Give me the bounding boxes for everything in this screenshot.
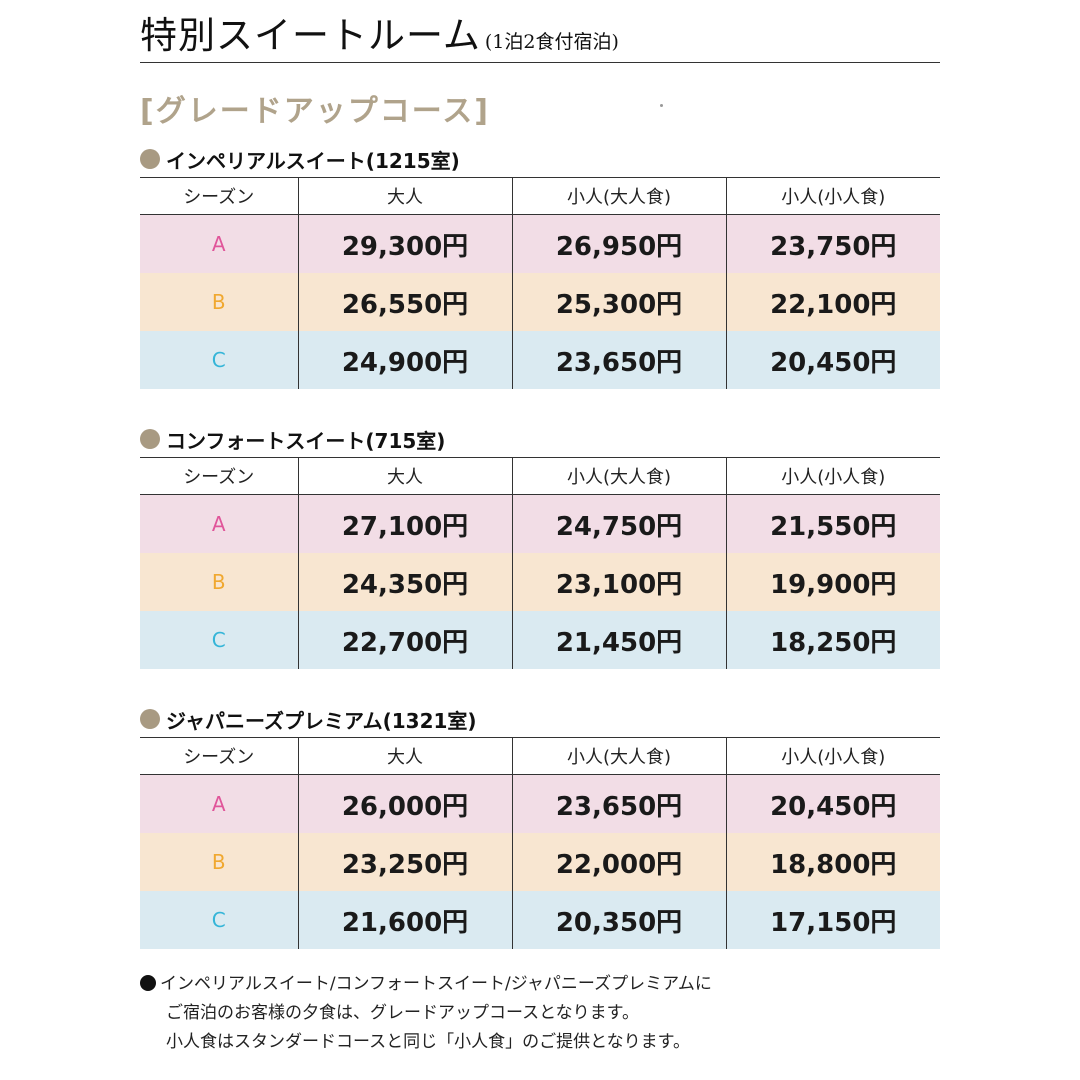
price-cell: 24,750円 [511,494,726,553]
season-label: C [211,908,226,932]
suite-title: インペリアルスイート(1215室) [140,141,940,177]
note-bullet-icon [140,975,156,991]
header-child-child-meal: 小人(小人食) [725,177,940,215]
price-cell: 29,300円 [297,214,512,273]
price-cell: 20,450円 [725,331,940,389]
price-table: シーズン 大人 小人(大人食) 小人(小人食) A 26,000円 23,650… [140,737,940,949]
note-text: インペリアルスイート/コンフォートスイート/ジャパニーズプレミアムに [160,974,712,994]
header-child-child-meal: 小人(小人食) [725,457,940,495]
suite-section-comfort: コンフォートスイート(715室) シーズン 大人 小人(大人食) 小人(小人食)… [140,421,940,669]
suite-name: ジャパニーズプレミアム(1321室) [166,708,477,733]
header-child-child-meal: 小人(小人食) [725,737,940,775]
season-label: A [211,512,226,536]
price-cell: 18,800円 [725,833,940,891]
price-cell: 23,100円 [511,553,726,611]
header-season: シーズン [140,177,298,215]
suite-name: インペリアルスイート(1215室) [166,148,460,173]
price-cell: 26,950円 [511,214,726,273]
table-header-row: シーズン 大人 小人(大人食) 小人(小人食) [140,457,940,495]
season-label: B [211,570,226,594]
price-cell: 26,550円 [297,273,512,331]
price-cell: 26,000円 [297,774,512,833]
note-line: インペリアルスイート/コンフォートスイート/ジャパニーズプレミアムに [140,970,960,999]
price-cell: 20,350円 [511,891,726,949]
suite-title: コンフォートスイート(715室) [140,421,940,457]
table-row: A 29,300円 26,950円 23,750円 [140,214,940,273]
price-cell: 23,750円 [725,214,940,273]
suite-title: ジャパニーズプレミアム(1321室) [140,701,940,737]
table-header-row: シーズン 大人 小人(大人食) 小人(小人食) [140,737,940,775]
price-cell: 21,450円 [511,611,726,669]
header-child-adult-meal: 小人(大人食) [511,457,726,495]
season-label: C [211,628,226,652]
table-row: C 22,700円 21,450円 18,250円 [140,611,940,669]
header-adult: 大人 [297,177,512,215]
price-table: シーズン 大人 小人(大人食) 小人(小人食) A 27,100円 24,750… [140,457,940,669]
price-cell: 19,900円 [725,553,940,611]
note-line: ご宿泊のお客様の夕食は、グレードアップコースとなります。 [166,1003,639,1023]
price-cell: 22,000円 [511,833,726,891]
bullet-icon [140,149,160,169]
table-row: C 21,600円 20,350円 17,150円 [140,891,940,949]
season-label: A [211,792,226,816]
bullet-icon [140,429,160,449]
price-cell: 27,100円 [297,494,512,553]
suite-name: コンフォートスイート(715室) [166,428,446,453]
page-header: 特別スイートルーム (1泊2食付宿泊) [140,14,940,63]
price-cell: 23,650円 [511,774,726,833]
header-child-adult-meal: 小人(大人食) [511,737,726,775]
season-label: C [211,348,226,372]
header-child-adult-meal: 小人(大人食) [511,177,726,215]
price-cell: 22,700円 [297,611,512,669]
suite-section-japanese-premium: ジャパニーズプレミアム(1321室) シーズン 大人 小人(大人食) 小人(小人… [140,701,940,949]
table-row: C 24,900円 23,650円 20,450円 [140,331,940,389]
price-cell: 23,650円 [511,331,726,389]
table-row: B 24,350円 23,100円 19,900円 [140,553,940,611]
table-row: A 27,100円 24,750円 21,550円 [140,494,940,553]
price-cell: 21,550円 [725,494,940,553]
table-header-row: シーズン 大人 小人(大人食) 小人(小人食) [140,177,940,215]
note-line: 小人食はスタンダードコースと同じ「小人食」のご提供となります。 [166,1032,690,1052]
table-row: B 26,550円 25,300円 22,100円 [140,273,940,331]
page-subtitle: (1泊2食付宿泊) [484,31,619,53]
price-cell: 20,450円 [725,774,940,833]
price-cell: 24,350円 [297,553,512,611]
header-season: シーズン [140,737,298,775]
page-title-text: 特別スイートルーム [140,14,481,57]
table-row: A 26,000円 23,650円 20,450円 [140,774,940,833]
price-cell: 23,250円 [297,833,512,891]
price-cell: 24,900円 [297,331,512,389]
season-label: B [211,290,226,314]
header-season: シーズン [140,457,298,495]
price-cell: 21,600円 [297,891,512,949]
table-row: B 23,250円 22,000円 18,800円 [140,833,940,891]
course-heading: [グレードアップコース] [140,94,490,129]
price-cell: 18,250円 [725,611,940,669]
header-adult: 大人 [297,737,512,775]
price-cell: 17,150円 [725,891,940,949]
suite-section-imperial: インペリアルスイート(1215室) シーズン 大人 小人(大人食) 小人(小人食… [140,141,940,389]
notes: インペリアルスイート/コンフォートスイート/ジャパニーズプレミアムに ご宿泊のお… [140,970,960,1057]
bullet-icon [140,709,160,729]
speck-dot [660,104,663,107]
season-label: A [211,232,226,256]
page-title: 特別スイートルーム (1泊2食付宿泊) [140,14,619,64]
price-table: シーズン 大人 小人(大人食) 小人(小人食) A 29,300円 26,950… [140,177,940,389]
price-cell: 25,300円 [511,273,726,331]
season-label: B [211,850,226,874]
header-adult: 大人 [297,457,512,495]
price-cell: 22,100円 [725,273,940,331]
